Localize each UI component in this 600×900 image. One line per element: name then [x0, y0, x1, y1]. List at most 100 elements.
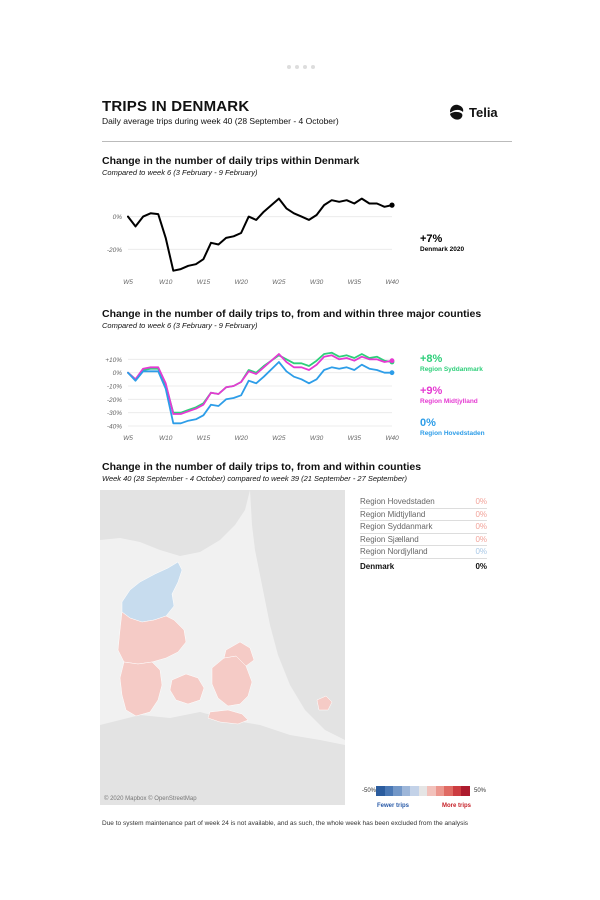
series-line: [127, 351, 393, 414]
legend-swatch-1: [384, 786, 394, 796]
section1-title: Change in the number of daily trips with…: [102, 155, 360, 167]
region-value: 0%: [475, 534, 487, 544]
map-region-syddanmark-funen[interactable]: [169, 673, 205, 705]
section2-subtitle: Compared to week 6 (3 February - 9 Febru…: [102, 321, 258, 330]
syddanmark-annotation-label: Region Syddanmark: [420, 366, 483, 373]
x-tick-label: W5: [123, 435, 133, 442]
y-tick-label: 0%: [113, 214, 123, 221]
region-name: Region Nordjylland: [360, 547, 428, 556]
legend-swatch-7: [435, 786, 445, 796]
y-tick-label: -20%: [107, 397, 122, 404]
y-tick-label: -10%: [107, 384, 122, 391]
syddanmark-annotation-value: +8%: [420, 353, 443, 365]
x-tick-label: W40: [385, 435, 399, 442]
x-tick-label: W40: [385, 279, 399, 286]
series-line: [127, 197, 393, 272]
x-tick-label: W20: [234, 279, 248, 286]
page-subtitle: Daily average trips during week 40 (28 S…: [102, 116, 339, 126]
section2-title: Change in the number of daily trips to, …: [102, 308, 482, 320]
series-end-point: [389, 202, 395, 208]
y-tick-label: +10%: [105, 357, 122, 364]
x-tick-label: W35: [348, 279, 362, 286]
legend-color-scale: [376, 786, 471, 796]
region-name: Region Syddanmark: [360, 522, 433, 531]
legend-swatch-8: [444, 786, 453, 796]
telia-logo-icon: [450, 104, 464, 120]
denmark-annotation-value: +7%: [420, 233, 443, 245]
series-end-point: [389, 358, 395, 364]
x-tick-label: W30: [310, 279, 324, 286]
page-dot[interactable]: [287, 65, 291, 69]
region-row: Region Syddanmark 0%: [360, 521, 487, 534]
map-land-germany: [100, 712, 345, 805]
region-value: 0%: [475, 522, 487, 531]
map-region-syddanmark[interactable]: [119, 661, 163, 717]
denmark-annotation-label: Denmark 2020: [420, 246, 465, 253]
page-title: TRIPS IN DENMARK: [102, 98, 250, 115]
footnote: Due to system maintenance part of week 2…: [102, 820, 469, 827]
section1-subtitle: Compared to week 6 (3 February - 9 Febru…: [102, 168, 258, 177]
legend-fewer-label: Fewer trips: [377, 803, 410, 809]
region-value: 0%: [475, 509, 487, 519]
legend-swatch-3: [401, 786, 411, 796]
y-tick-label: -40%: [107, 424, 122, 431]
legend-min-label: -50%: [362, 788, 377, 794]
legend-more-label: More trips: [442, 803, 472, 809]
region-row: Region Midtjylland 0%: [360, 509, 487, 521]
x-tick-label: W5: [123, 279, 133, 286]
legend-swatch-0: [376, 786, 385, 796]
y-tick-label: -20%: [107, 247, 122, 254]
denmark-trips-chart: 0% -20% W5 W10 W15 W20 W25 W30 W35 W40: [107, 197, 399, 286]
legend-swatch-6: [427, 786, 436, 796]
x-tick-label: W10: [159, 279, 173, 286]
denmark-region-map[interactable]: © 2020 Mapbox © OpenStreetMap: [100, 490, 345, 805]
region-name: Region Hovedstaden: [360, 497, 435, 506]
section3-title: Change in the number of daily trips to, …: [102, 461, 422, 473]
series-line: [127, 361, 393, 425]
section3-subtitle: Week 40 (28 September - 4 October) compa…: [102, 474, 408, 483]
region-row: Region Hovedstaden 0%: [360, 496, 487, 509]
region-row: Region Sjælland 0%: [360, 534, 487, 546]
region-total-row: Denmark 0%: [360, 561, 487, 573]
series-end-point: [389, 370, 395, 376]
hovedstaden-annotation-value: 0%: [420, 417, 436, 429]
page-dot[interactable]: [311, 65, 315, 69]
legend-swatch-5: [418, 786, 428, 796]
map-region-nordjylland[interactable]: [121, 561, 183, 623]
telia-logo-text: Telia: [469, 104, 498, 120]
region-name: Region Sjælland: [360, 534, 419, 544]
region-value: 0%: [475, 547, 487, 556]
map-region-midtjylland[interactable]: [117, 611, 187, 665]
hovedstaden-annotation-label: Region Hovedstaden: [420, 430, 485, 437]
x-tick-label: W20: [234, 435, 248, 442]
x-tick-label: W30: [310, 435, 324, 442]
page-indicator[interactable]: [287, 65, 315, 69]
region-value: 0%: [475, 497, 487, 506]
region-total-value: 0%: [475, 561, 487, 571]
map-region-sjaelland-islands[interactable]: [207, 709, 249, 725]
map-credit[interactable]: © 2020 Mapbox © OpenStreetMap: [104, 796, 197, 802]
map-land-norway: [100, 490, 250, 556]
x-tick-label: W25: [272, 279, 286, 286]
telia-logo: Telia: [448, 103, 498, 121]
legend-swatch-2: [393, 786, 402, 796]
map-region-hovedstaden-bornholm[interactable]: [316, 695, 333, 711]
page-dot[interactable]: [295, 65, 299, 69]
midtjylland-annotation-label: Region Midtjylland: [420, 398, 478, 405]
series-line: [127, 353, 393, 415]
county-trips-chart: +10% 0% -10% -20% -30% -40%W5 W10 W15 W20 W25 W30 W…: [105, 351, 399, 442]
y-tick-label: -30%: [107, 410, 122, 417]
x-tick-label: W15: [197, 279, 211, 286]
header-divider: [102, 141, 512, 142]
x-tick-label: W35: [348, 435, 362, 442]
legend-max-label: 50%: [474, 788, 487, 794]
region-table: Region Hovedstaden 0% Region Midtjylland…: [360, 496, 487, 572]
page-dot[interactable]: [303, 65, 307, 69]
map-canvas: [100, 490, 345, 805]
legend-swatch-9: [452, 786, 462, 796]
legend-swatch-10: [461, 786, 471, 796]
legend-swatch-4: [410, 786, 419, 796]
map-region-hovedstaden[interactable]: [223, 641, 255, 667]
x-tick-label: W25: [272, 435, 286, 442]
x-tick-label: W10: [159, 435, 173, 442]
